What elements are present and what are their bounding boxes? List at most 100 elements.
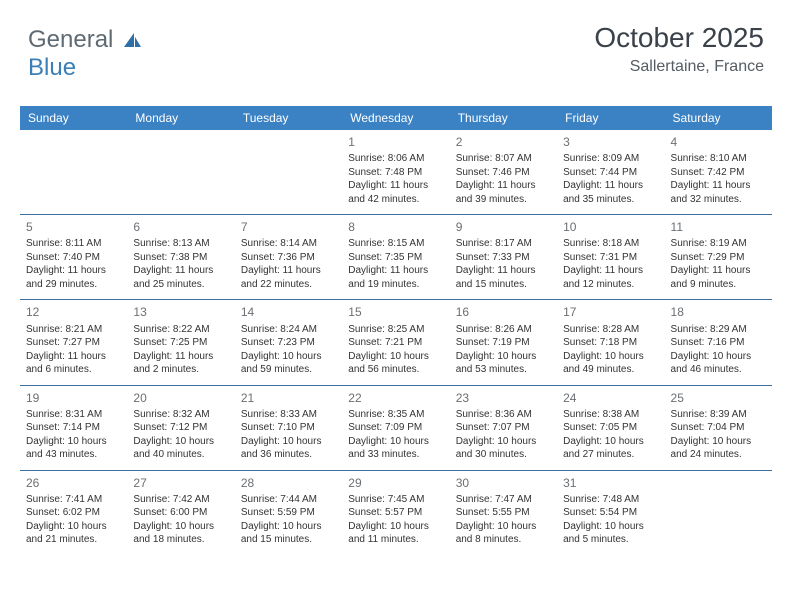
sunrise-text: Sunrise: 8:15 AM (348, 237, 443, 251)
day-number: 31 (563, 475, 658, 491)
sunrise-text: Sunrise: 8:21 AM (26, 323, 121, 337)
sunset-text: Sunset: 7:35 PM (348, 251, 443, 265)
sunrise-text: Sunrise: 7:42 AM (133, 493, 228, 507)
sunrise-text: Sunrise: 7:45 AM (348, 493, 443, 507)
daylight-text: Daylight: 11 hours and 22 minutes. (241, 264, 336, 291)
sunset-text: Sunset: 7:04 PM (671, 421, 766, 435)
sunset-text: Sunset: 7:07 PM (456, 421, 551, 435)
calendar-day-cell (235, 130, 342, 214)
sunrise-text: Sunrise: 8:36 AM (456, 408, 551, 422)
calendar-day-cell: 23 Sunrise: 8:36 AMSunset: 7:07 PMDayligh… (450, 385, 557, 470)
calendar-day-cell: 28Sunrise: 7:44 AMSunset: 5:59 PMDayligh… (235, 470, 342, 555)
daylight-text: Daylight: 11 hours and 25 minutes. (133, 264, 228, 291)
day-number: 24 (563, 390, 658, 406)
sunrise-text: Sunrise: 8:24 AM (241, 323, 336, 337)
sunrise-text: Sunrise: 8:31 AM (26, 408, 121, 422)
day-number: 19 (26, 390, 121, 406)
sunset-text: Sunset: 7:10 PM (241, 421, 336, 435)
calendar-day-cell: 21Sunrise: 8:33 AMSunset: 7:10 PMDayligh… (235, 385, 342, 470)
daylight-text: Daylight: 11 hours and 6 minutes. (26, 350, 121, 377)
sunrise-text: Sunrise: 8:18 AM (563, 237, 658, 251)
sunset-text: Sunset: 7:44 PM (563, 166, 658, 180)
day-number: 2 (456, 134, 551, 150)
sunrise-text: Sunrise: 8:10 AM (671, 152, 766, 166)
calendar-day-cell: 20Sunrise: 8:32 AMSunset: 7:12 PMDayligh… (127, 385, 234, 470)
day-number: 15 (348, 304, 443, 320)
sunrise-text: Sunrise: 8:26 AM (456, 323, 551, 337)
daylight-text: Daylight: 10 hours and 59 minutes. (241, 350, 336, 377)
sunset-text: Sunset: 5:55 PM (456, 506, 551, 520)
daylight-text: Daylight: 10 hours and 24 minutes. (671, 435, 766, 462)
sunset-text: Sunset: 7:12 PM (133, 421, 228, 435)
day-number: 28 (241, 475, 336, 491)
daylight-text: Daylight: 10 hours and 43 minutes. (26, 435, 121, 462)
daylight-text: Daylight: 11 hours and 19 minutes. (348, 264, 443, 291)
calendar-day-cell: 15 Sunrise: 8:25 AMSunset: 7:21 PMDayligh… (342, 299, 449, 384)
calendar-week-row: 19Sunrise: 8:31 AMSunset: 7:14 PMDayligh… (20, 385, 772, 470)
day-number: 26 (26, 475, 121, 491)
brand-logo: General Blue (28, 26, 142, 82)
day-header: Friday (557, 106, 664, 130)
sunrise-text: Sunrise: 7:41 AM (26, 493, 121, 507)
sunset-text: Sunset: 7:36 PM (241, 251, 336, 265)
sunrise-text: Sunrise: 8:14 AM (241, 237, 336, 251)
sunrise-text: Sunrise: 8:25 AM (348, 323, 443, 337)
day-header: Tuesday (235, 106, 342, 130)
day-number: 1 (348, 134, 443, 150)
day-number: 30 (456, 475, 551, 491)
day-number: 27 (133, 475, 228, 491)
sunrise-text: Sunrise: 8:19 AM (671, 237, 766, 251)
daylight-text: Daylight: 10 hours and 30 minutes. (456, 435, 551, 462)
calendar-day-cell: 13Sunrise: 8:22 AMSunset: 7:25 PMDayligh… (127, 299, 234, 384)
logo-sail-icon (122, 31, 142, 49)
day-number: 9 (456, 219, 551, 235)
sunrise-text: Sunrise: 8:39 AM (671, 408, 766, 422)
daylight-text: Daylight: 11 hours and 29 minutes. (26, 264, 121, 291)
daylight-text: Daylight: 10 hours and 18 minutes. (133, 520, 228, 547)
daylight-text: Daylight: 11 hours and 15 minutes. (456, 264, 551, 291)
daylight-text: Daylight: 11 hours and 2 minutes. (133, 350, 228, 377)
calendar-day-cell: 10Sunrise: 8:18 AMSunset: 7:31 PMDayligh… (557, 214, 664, 299)
daylight-text: Daylight: 10 hours and 56 minutes. (348, 350, 443, 377)
day-number: 7 (241, 219, 336, 235)
sunset-text: Sunset: 7:33 PM (456, 251, 551, 265)
sunset-text: Sunset: 7:21 PM (348, 336, 443, 350)
daylight-text: Daylight: 11 hours and 32 minutes. (671, 179, 766, 206)
sunset-text: Sunset: 7:42 PM (671, 166, 766, 180)
day-number: 13 (133, 304, 228, 320)
day-header: Wednesday (342, 106, 449, 130)
page-title: October 2025 (594, 22, 764, 54)
day-number: 16 (456, 304, 551, 320)
calendar-day-cell: 22Sunrise: 8:35 AMSunset: 7:09 PMDayligh… (342, 385, 449, 470)
sunrise-text: Sunrise: 8:13 AM (133, 237, 228, 251)
logo-text-2: Blue (28, 54, 76, 81)
daylight-text: Daylight: 10 hours and 40 minutes. (133, 435, 228, 462)
daylight-text: Daylight: 11 hours and 42 minutes. (348, 179, 443, 206)
day-number: 23 (456, 390, 551, 406)
daylight-text: Daylight: 11 hours and 39 minutes. (456, 179, 551, 206)
calendar-day-cell: 9Sunrise: 8:17 AMSunset: 7:33 PMDaylight… (450, 214, 557, 299)
calendar-week-row: 26Sunrise: 7:41 AMSunset: 6:02 PMDayligh… (20, 470, 772, 555)
calendar-day-cell: 5Sunrise: 8:11 AMSunset: 7:40 PMDaylight… (20, 214, 127, 299)
daylight-text: Daylight: 10 hours and 15 minutes. (241, 520, 336, 547)
day-number: 12 (26, 304, 121, 320)
calendar-day-cell: 27 Sunrise: 7:42 AMSunset: 6:00 PMDayligh… (127, 470, 234, 555)
daylight-text: Daylight: 11 hours and 35 minutes. (563, 179, 658, 206)
sunset-text: Sunset: 7:38 PM (133, 251, 228, 265)
sunset-text: Sunset: 5:59 PM (241, 506, 336, 520)
calendar-day-cell: 19Sunrise: 8:31 AMSunset: 7:14 PMDayligh… (20, 385, 127, 470)
sunset-text: Sunset: 7:16 PM (671, 336, 766, 350)
sunset-text: Sunset: 7:25 PM (133, 336, 228, 350)
calendar-week-row: 5Sunrise: 8:11 AMSunset: 7:40 PMDaylight… (20, 214, 772, 299)
calendar-day-cell: 8Sunrise: 8:15 AMSunset: 7:35 PMDaylight… (342, 214, 449, 299)
day-number: 22 (348, 390, 443, 406)
sunrise-text: Sunrise: 7:47 AM (456, 493, 551, 507)
daylight-text: Daylight: 10 hours and 49 minutes. (563, 350, 658, 377)
sunrise-text: Sunrise: 8:06 AM (348, 152, 443, 166)
calendar-day-cell: 17Sunrise: 8:28 AMSunset: 7:18 PMDayligh… (557, 299, 664, 384)
day-header: Saturday (665, 106, 772, 130)
sunset-text: Sunset: 7:27 PM (26, 336, 121, 350)
daylight-text: Daylight: 10 hours and 5 minutes. (563, 520, 658, 547)
calendar-day-cell: 1Sunrise: 8:06 AMSunset: 7:48 PMDaylight… (342, 130, 449, 214)
sunset-text: Sunset: 6:00 PM (133, 506, 228, 520)
